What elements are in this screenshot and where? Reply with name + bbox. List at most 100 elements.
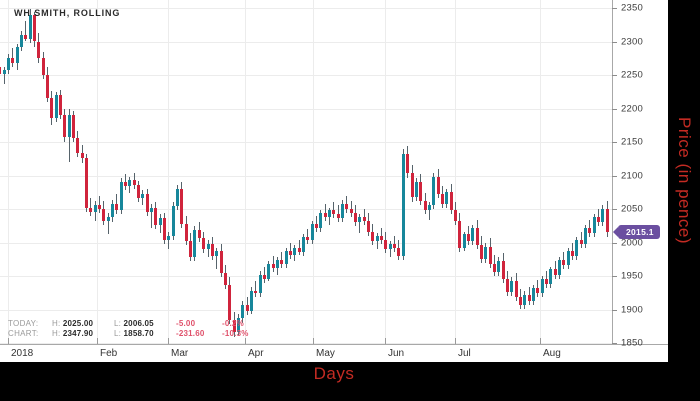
candlestick-body (167, 235, 170, 240)
candlestick-body (332, 210, 335, 215)
candlestick-body (298, 247, 301, 252)
gridline-vertical (8, 0, 9, 344)
candlestick-body (328, 210, 331, 218)
candlestick-body (189, 241, 192, 258)
candlestick-body (172, 206, 175, 236)
candlestick-body (424, 200, 427, 211)
y-axis-tick-label: 1950 (621, 270, 643, 282)
candlestick-body (246, 305, 249, 311)
candlestick-body (597, 217, 600, 223)
candlestick-body (402, 154, 405, 256)
x-axis-tick-label: Feb (100, 348, 118, 359)
y-axis-tick-label: 2050 (621, 203, 643, 215)
candlestick-body (254, 290, 257, 294)
candlestick-body (180, 188, 183, 224)
gridline-horizontal (0, 8, 612, 9)
x-axis-title: Days (313, 364, 355, 383)
gridline-horizontal (0, 209, 612, 210)
candlestick-body (606, 209, 609, 233)
candlestick-body (107, 217, 110, 222)
stats-change: -5.00 (176, 319, 196, 328)
y-axis-line (612, 0, 613, 345)
candlestick-body (154, 207, 157, 226)
candlestick-body (29, 14, 32, 39)
x-axis-tick-label: Jun (388, 348, 405, 359)
candlestick-body (384, 239, 387, 250)
candlestick-wick (255, 281, 256, 298)
candlestick-body (519, 297, 522, 306)
x-axis-line (0, 344, 668, 345)
candlestick-body (59, 95, 62, 116)
candlestick-body (345, 203, 348, 209)
candlestick-body (458, 221, 461, 248)
candlestick-body (237, 317, 240, 333)
candlestick-body (306, 237, 309, 240)
candlestick-body (467, 234, 470, 242)
candlestick-body (76, 137, 79, 153)
candlestick-wick (108, 213, 109, 235)
candlestick-body (358, 217, 361, 223)
candlestick-body (81, 152, 84, 159)
candlestick-body (463, 234, 466, 248)
candlestick-body (115, 203, 118, 211)
y-axis-tick-label: 2350 (621, 2, 643, 14)
candlestick-body (42, 57, 45, 75)
y-axis-tick (612, 276, 617, 277)
candlestick-body (224, 273, 227, 286)
candlestick-body (476, 227, 479, 246)
candlestick-body (354, 213, 357, 223)
x-axis-tick-label: 2018 (11, 348, 34, 359)
gridline-horizontal (0, 343, 612, 344)
candlestick-body (567, 250, 570, 266)
candlestick-body (315, 223, 318, 228)
candlestick-plot-area[interactable] (0, 0, 612, 344)
candlestick-body (146, 194, 149, 212)
candlestick-body (367, 221, 370, 232)
candlestick-body (20, 34, 23, 47)
gridline-vertical (385, 0, 386, 344)
candlestick-body (46, 75, 49, 98)
candlestick-body (376, 235, 379, 242)
candlestick-body (7, 57, 10, 70)
candlestick-body (89, 207, 92, 212)
candlestick-body (497, 261, 500, 272)
gridline-horizontal (0, 175, 612, 177)
candlestick-body (124, 182, 127, 187)
candlestick-body (120, 182, 123, 211)
candlestick-body (541, 278, 544, 294)
candlestick-body (211, 243, 214, 256)
candlestick-body (406, 154, 409, 173)
stats-low: L: 1858.70 (114, 329, 154, 338)
candlestick-wick (12, 48, 13, 67)
candlestick-wick (316, 215, 317, 232)
candlestick-body (193, 230, 196, 258)
x-axis-tick-label: May (316, 348, 335, 359)
candlestick-wick (381, 227, 382, 244)
y-axis-tick-label: 1900 (621, 304, 643, 315)
y-axis-tick-label: 2300 (621, 36, 643, 47)
y-axis-tick (612, 75, 617, 76)
candlestick-body (94, 204, 97, 212)
candlestick-body (233, 320, 236, 333)
candlestick-body (63, 115, 66, 137)
x-axis-tick (168, 338, 169, 344)
y-axis-tick (612, 175, 617, 177)
y-axis-tick (612, 343, 617, 344)
candlestick-body (371, 231, 374, 242)
candlestick-body (311, 223, 314, 240)
gridline-horizontal (0, 242, 612, 244)
candlestick-body (263, 274, 266, 279)
candlestick-body (141, 194, 144, 199)
y-axis-tick-label: 2200 (621, 103, 643, 114)
candlestick-wick (359, 214, 360, 234)
gridline-vertical (455, 0, 456, 344)
x-axis-tick (245, 338, 246, 344)
candlestick-wick (429, 202, 430, 220)
candlestick-body (55, 95, 58, 118)
candlestick-body (571, 250, 574, 256)
candlestick-body (428, 204, 431, 211)
chart-title: WH SMITH, ROLLING (14, 8, 121, 18)
candlestick-body (411, 172, 414, 197)
candlestick-wick (325, 203, 326, 222)
